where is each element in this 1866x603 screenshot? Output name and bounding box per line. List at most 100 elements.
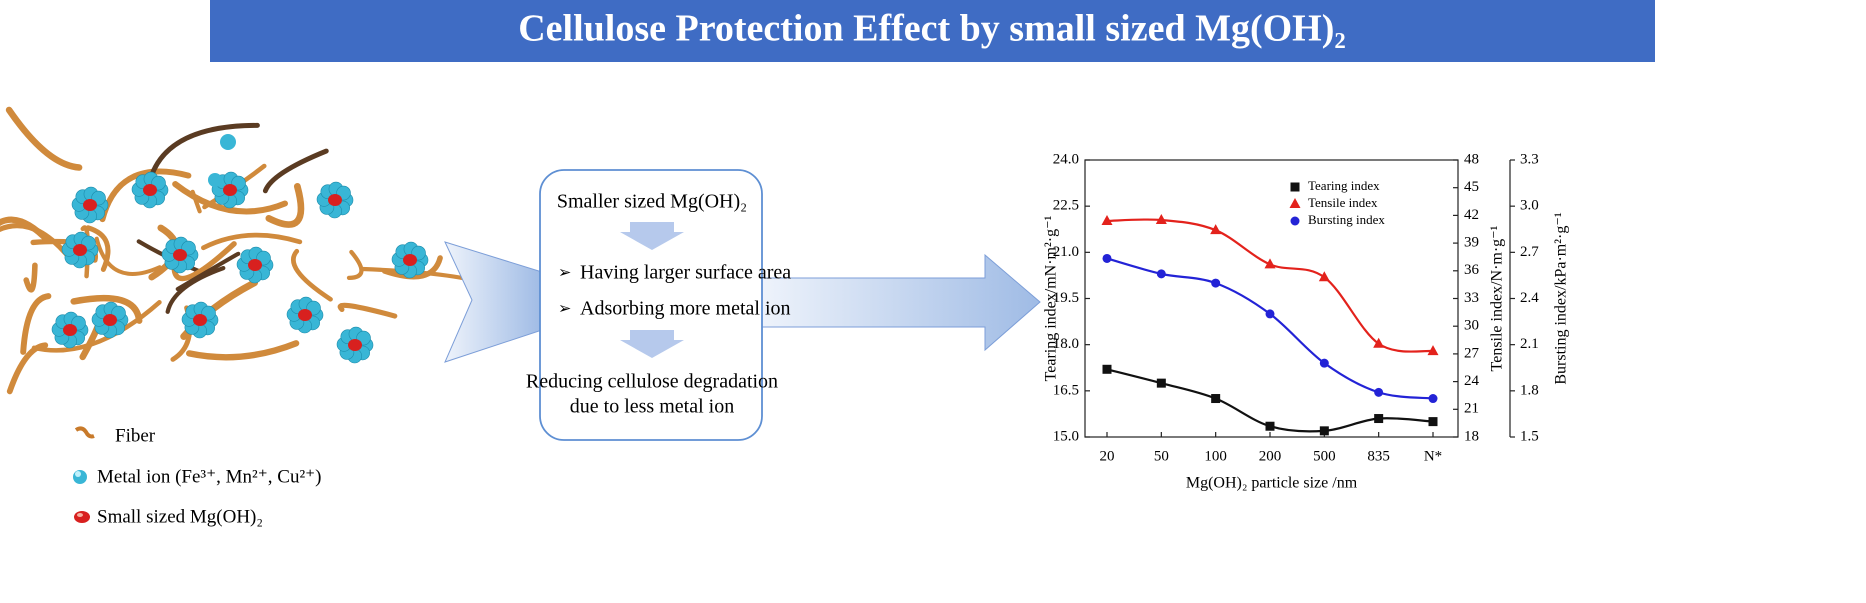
marker — [1101, 214, 1113, 225]
tick-label: 27 — [1464, 345, 1480, 361]
legend-text: Fiber — [115, 425, 156, 446]
mg-particle — [143, 184, 157, 196]
fiber — [265, 182, 305, 228]
fiber — [149, 122, 260, 178]
plot-frame — [1084, 159, 1459, 438]
mg-icon — [74, 511, 90, 523]
process-start: Smaller sized Mg(OH)₂ — [557, 191, 747, 213]
marker — [1265, 421, 1275, 431]
fiber — [0, 216, 51, 244]
x-tick-label: 100 — [1204, 448, 1227, 464]
fiber — [175, 251, 241, 292]
tick-label: 22.5 — [1053, 198, 1079, 214]
x-tick-label: 500 — [1313, 448, 1336, 464]
title: Cellulose Protection Effect by small siz… — [518, 8, 1346, 50]
legend-marker — [1290, 182, 1300, 192]
y-axis-title: Tearing index/mN·m²·g⁻¹ — [1043, 215, 1060, 381]
process-effect: Having larger surface area — [580, 262, 791, 284]
tick-label: 21.0 — [1053, 244, 1079, 260]
legend-text: Metal ion (Fe³⁺, Mn²⁺, Cu²⁺) — [97, 466, 322, 487]
fiber — [23, 262, 38, 293]
tick-label: 48 — [1464, 151, 1479, 167]
fiber-icon — [74, 426, 95, 439]
fiber — [381, 255, 443, 280]
marker — [1156, 378, 1166, 388]
fiber — [85, 225, 111, 272]
marker — [1427, 345, 1439, 356]
mg-particle — [248, 259, 262, 271]
tick-label: 18 — [1464, 428, 1479, 444]
fiber — [190, 189, 202, 214]
marker — [1265, 309, 1275, 319]
marker — [1373, 337, 1385, 348]
tick-label: 2.1 — [1520, 336, 1539, 352]
tick-label: 45 — [1464, 179, 1479, 195]
legend-text: Small sized Mg(OH)₂ — [97, 506, 263, 527]
fiber — [262, 148, 329, 194]
tick-label: 16.5 — [1053, 382, 1079, 398]
mg-particle — [63, 324, 77, 336]
legend-label: Tearing index — [1308, 178, 1380, 193]
tick-label: 36 — [1464, 262, 1480, 278]
metal-ion-icon — [73, 470, 87, 484]
marker — [1374, 387, 1384, 397]
process-result: Reducing cellulose degradation — [526, 371, 778, 393]
tick-label: 19.5 — [1053, 290, 1079, 306]
tick-label: 15.0 — [1053, 428, 1079, 444]
marker — [1211, 278, 1221, 288]
marker — [1428, 417, 1438, 427]
down-arrow — [620, 222, 684, 250]
legend-marker — [1289, 198, 1301, 208]
fiber — [346, 249, 364, 280]
mg-particle — [103, 314, 117, 326]
fiber — [31, 300, 162, 353]
marker — [1319, 426, 1329, 436]
marker — [1211, 394, 1221, 404]
x-tick-label: 835 — [1367, 448, 1390, 464]
tick-label: 24 — [1464, 373, 1480, 389]
process-result: due to less metal ion — [570, 396, 734, 418]
tick-label: 1.8 — [1520, 382, 1539, 398]
x-tick-label: 20 — [1100, 448, 1115, 464]
tick-label: 1.5 — [1520, 428, 1539, 444]
bullet: ➢ — [558, 265, 571, 282]
fiber — [337, 302, 398, 319]
x-tick-label: 200 — [1259, 448, 1282, 464]
fiber — [165, 265, 226, 314]
fiber — [201, 232, 303, 251]
mg-particle — [73, 244, 87, 256]
fiber — [172, 181, 288, 215]
marker — [1318, 271, 1330, 282]
x-tick-label: N* — [1424, 448, 1442, 464]
marker — [1102, 253, 1112, 263]
fiber — [186, 340, 300, 361]
process-box — [539, 169, 763, 441]
tick-label: 3.3 — [1520, 151, 1539, 167]
mg-particle — [328, 194, 342, 206]
mg-particle — [348, 339, 362, 351]
mg-particle — [193, 314, 207, 326]
tick-label: 21 — [1464, 401, 1479, 417]
tick-label: 30 — [1464, 318, 1479, 334]
title-banner — [210, 0, 1655, 62]
x-tick-label: 50 — [1154, 448, 1169, 464]
marker — [1156, 269, 1166, 279]
fiber — [70, 294, 143, 324]
marker — [1428, 394, 1438, 404]
legend-label: Bursting index — [1308, 212, 1385, 227]
y-axis-title: Tensile index/N·m·g⁻¹ — [1489, 225, 1506, 371]
fiber — [5, 106, 83, 171]
fiber — [171, 241, 237, 282]
fiber — [94, 236, 162, 276]
legend-label: Tensile index — [1308, 195, 1378, 210]
tick-label: 18.0 — [1053, 336, 1079, 352]
tick-label: 39 — [1464, 235, 1479, 251]
legend-marker — [1290, 216, 1300, 226]
tick-label: 2.7 — [1520, 244, 1539, 260]
tick-label: 33 — [1464, 290, 1479, 306]
mg-particle — [173, 249, 187, 261]
series-line — [1106, 218, 1434, 353]
arrow — [444, 241, 543, 363]
marker — [1102, 364, 1112, 374]
